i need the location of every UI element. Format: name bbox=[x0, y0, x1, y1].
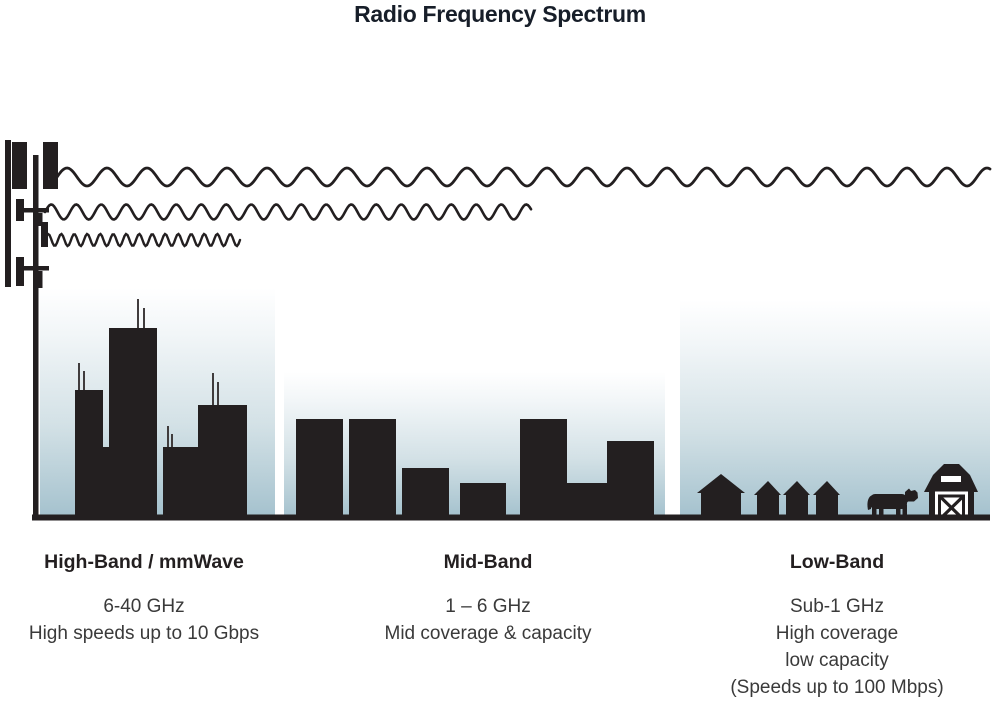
ground-baseline bbox=[32, 514, 990, 521]
skyscraper bbox=[163, 447, 198, 518]
midrise-building bbox=[607, 441, 654, 518]
skyscraper bbox=[103, 447, 109, 518]
midrise-building bbox=[402, 468, 449, 518]
band-name-high: High-Band / mmWave bbox=[44, 551, 244, 573]
page-title: Radio Frequency Spectrum bbox=[354, 1, 646, 27]
tower-part bbox=[5, 140, 11, 287]
band-name-mid: Mid-Band bbox=[443, 551, 533, 573]
tower-part bbox=[41, 222, 48, 247]
rural-village-icon bbox=[697, 464, 978, 520]
band-detail-line: low capacity bbox=[785, 650, 889, 671]
ground-line bbox=[32, 514, 990, 521]
radio-wave-mid bbox=[43, 203, 533, 221]
band-detail-line: Sub-1 GHz bbox=[790, 596, 884, 617]
band-detail-line: 1 – 6 GHz bbox=[445, 596, 531, 617]
band-label-high: High-Band / mmWave 6-40 GHz High speeds u… bbox=[8, 550, 280, 647]
radio-wave-low bbox=[55, 166, 992, 188]
midrise-building bbox=[460, 483, 506, 518]
radio-waves bbox=[43, 166, 992, 248]
skyscraper bbox=[75, 390, 103, 518]
cell-tower-icon bbox=[5, 140, 58, 515]
band-label-mid: Mid-Band 1 – 6 GHz Mid coverage & capacit… bbox=[348, 550, 628, 647]
tower-part bbox=[38, 213, 43, 226]
house-icon bbox=[697, 474, 745, 518]
tower-part bbox=[16, 199, 24, 221]
skyscraper bbox=[198, 405, 247, 518]
midrise-building bbox=[520, 419, 567, 518]
band-name-low: Low-Band bbox=[789, 551, 885, 573]
house-icon bbox=[754, 481, 781, 518]
midrise-building bbox=[349, 419, 396, 518]
sky-gradient-panels bbox=[40, 288, 990, 516]
tower-part bbox=[16, 257, 24, 286]
midrise-buildings-icon bbox=[296, 419, 654, 518]
skyscraper-city-icon bbox=[75, 299, 247, 518]
tower-part bbox=[33, 155, 39, 515]
tower-part bbox=[43, 142, 58, 189]
skyscraper bbox=[109, 328, 157, 518]
tower-part bbox=[12, 142, 27, 189]
midrise-building bbox=[567, 483, 613, 518]
band-details-high: 6-40 GHz High speeds up to 10 Gbps bbox=[8, 593, 280, 647]
band-detail-line: High speeds up to 10 Gbps bbox=[28, 623, 260, 644]
band-label-low: Low-Band Sub-1 GHz High coverage low capac… bbox=[697, 550, 977, 701]
band-detail-line: (Speeds up to 100 Mbps) bbox=[730, 677, 944, 698]
band-detail-line: High coverage bbox=[775, 623, 899, 644]
house-icon bbox=[783, 481, 810, 518]
barn-icon bbox=[924, 464, 978, 520]
tower-part bbox=[23, 266, 49, 271]
band-detail-line: Mid coverage & capacity bbox=[384, 623, 592, 644]
band-details-mid: 1 – 6 GHz Mid coverage & capacity bbox=[348, 593, 628, 647]
midrise-building bbox=[296, 419, 343, 518]
cow-icon bbox=[867, 488, 918, 518]
tower-part bbox=[38, 271, 43, 288]
band-details-low: Sub-1 GHz High coverage low capacity (Speed… bbox=[697, 593, 977, 701]
tower-part bbox=[23, 208, 49, 213]
house-icon bbox=[813, 481, 840, 518]
radio-wave-high bbox=[43, 232, 242, 248]
band-detail-line: 6-40 GHz bbox=[103, 596, 185, 617]
